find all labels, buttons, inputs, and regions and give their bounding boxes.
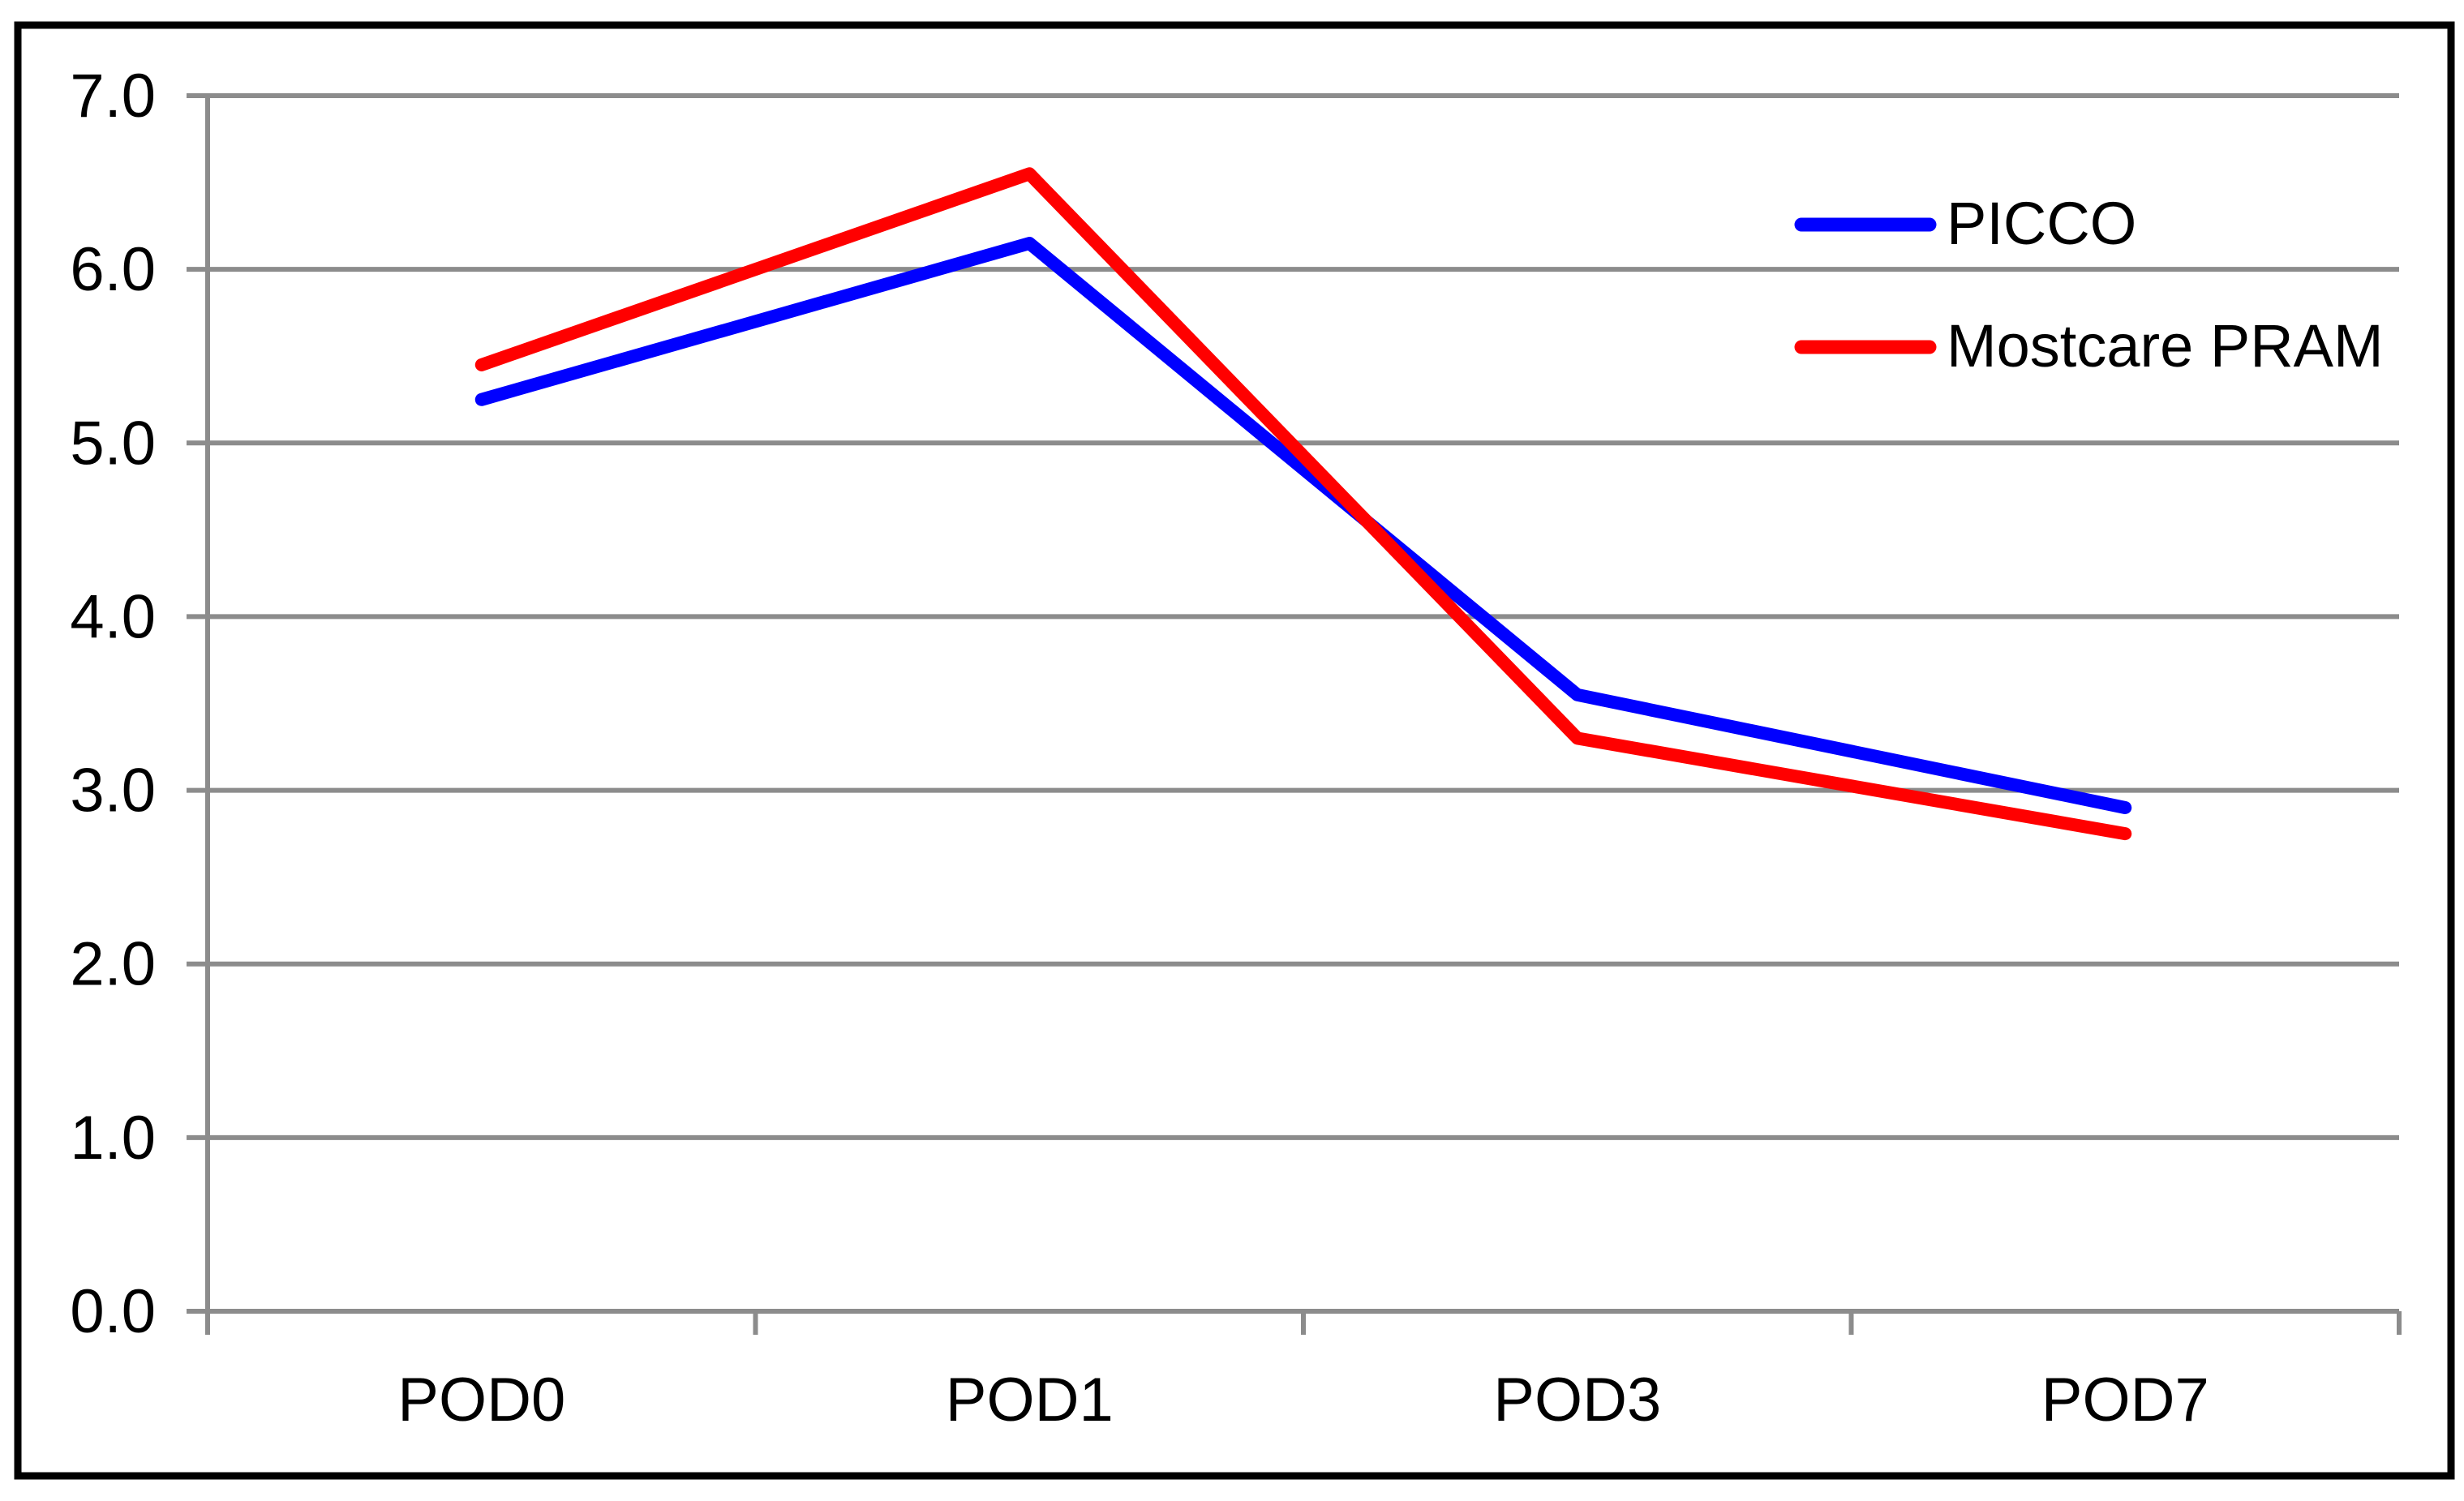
y-axis-labels: 0.0 1.0 2.0 3.0 4.0 5.0 6.0 7.0 xyxy=(70,62,156,1346)
y-axis-label: 5.0 xyxy=(70,409,156,478)
gridlines xyxy=(187,93,2399,1314)
y-axis-label: 6.0 xyxy=(70,235,156,304)
series-line-picco xyxy=(474,237,2132,814)
legend-label-picco: PICCO xyxy=(1947,190,2136,257)
y-axis-label: 7.0 xyxy=(70,62,156,131)
x-axis-label: POD7 xyxy=(2041,1366,2209,1435)
x-axis-labels: POD0 POD1 POD3 POD7 xyxy=(397,1366,2209,1435)
y-axis-label: 2.0 xyxy=(70,930,156,999)
x-axis-label: POD3 xyxy=(1493,1366,1661,1435)
y-axis-label: 0.0 xyxy=(70,1277,156,1346)
legend: PICCO Mostcare PRAM xyxy=(1794,190,2384,380)
y-axis-label: 1.0 xyxy=(70,1104,156,1173)
y-axis-label: 3.0 xyxy=(70,757,156,826)
series-line-mostcare-pram xyxy=(474,167,2132,841)
series-lines xyxy=(474,167,2132,841)
y-axis-label: 4.0 xyxy=(70,582,156,651)
x-axis-label: POD0 xyxy=(397,1366,565,1435)
x-axis-ticks xyxy=(205,1311,2402,1335)
x-axis-label: POD1 xyxy=(946,1366,1114,1435)
legend-label-mostcare-pram: Mostcare PRAM xyxy=(1947,312,2384,380)
figure-border-frame xyxy=(14,21,2455,1480)
